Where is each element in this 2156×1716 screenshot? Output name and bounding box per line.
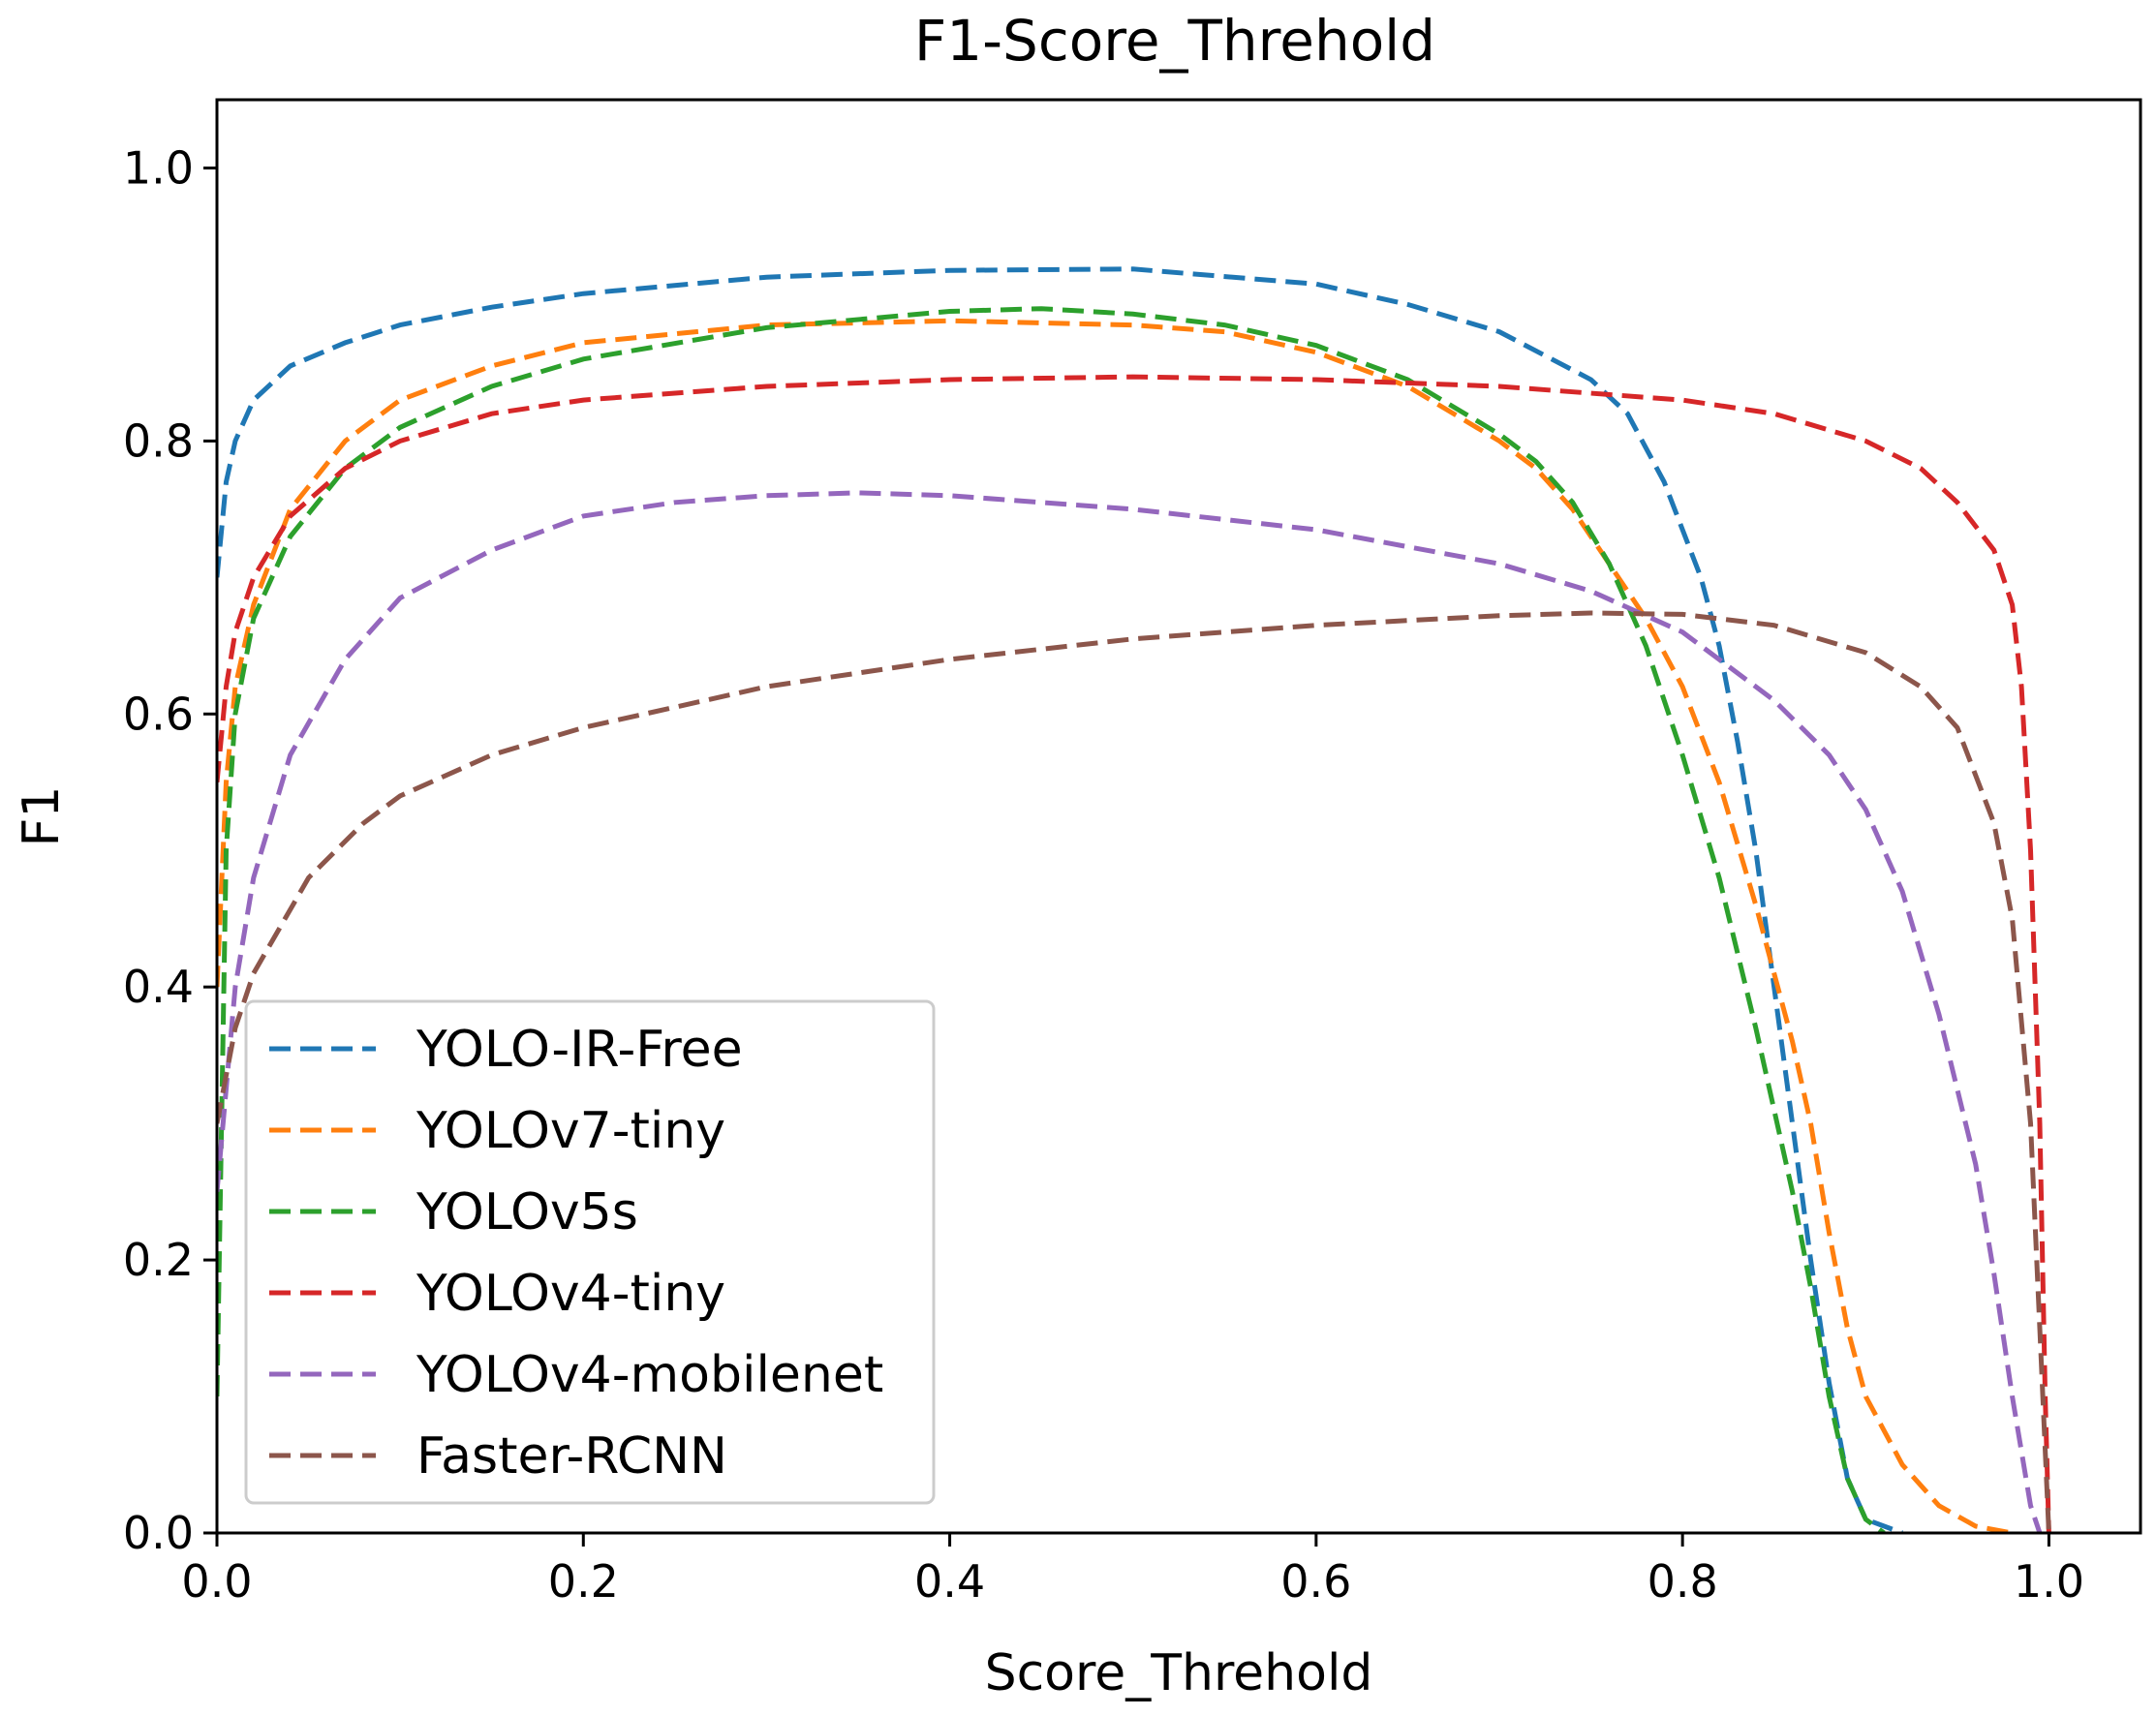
x-axis-label: Score_Threhold [985, 1644, 1373, 1702]
y-axis-ticks: 0.0 0.2 0.4 0.6 0.8 1.0 [123, 141, 217, 1559]
chart-title: F1-Score_Threhold [914, 8, 1435, 74]
series-line-yolov5s [217, 306, 1886, 1533]
y-tick-label: 0.6 [123, 688, 194, 740]
plot-frame [215, 98, 2142, 1535]
legend-label: YOLOv4-tiny [416, 1265, 725, 1323]
series-layer [217, 266, 2051, 1533]
legend-label: YOLO-IR-Free [416, 1021, 743, 1079]
series-line-yolov4-tiny [217, 374, 2051, 1533]
legend-label: YOLOv5s [416, 1183, 638, 1241]
y-tick-label: 0.8 [123, 414, 194, 467]
series-line-yolov7-tiny [217, 318, 2014, 1533]
x-tick-label: 1.0 [2014, 1555, 2084, 1608]
x-tick-label: 0.2 [548, 1555, 619, 1608]
x-tick-label: 0.6 [1280, 1555, 1351, 1608]
x-tick-label: 0.0 [181, 1555, 252, 1608]
x-tick-label: 0.8 [1648, 1555, 1718, 1608]
legend-items: YOLO-IR-Free YOLOv7-tiny YOLOv5s YOLOv4-tin… [269, 1021, 883, 1486]
x-axis-ticks: 0.0 0.2 0.4 0.6 0.8 1.0 [181, 1533, 2084, 1608]
plot-area [215, 98, 2142, 1535]
y-tick-label: 0.2 [123, 1234, 194, 1286]
legend-label: YOLOv4-mobilenet [416, 1346, 883, 1404]
y-axis-label: F1 [13, 786, 71, 847]
legend: YOLO-IR-Free YOLOv7-tiny YOLOv5s YOLOv4-tin… [244, 999, 936, 1505]
series-line-faster-rcnn [217, 610, 2051, 1533]
y-tick-label: 1.0 [123, 141, 194, 194]
y-tick-label: 0.4 [123, 961, 194, 1013]
y-tick-label: 0.0 [123, 1507, 194, 1559]
legend-label: Faster-RCNN [416, 1427, 727, 1486]
legend-box [244, 999, 936, 1505]
legend-label: YOLOv7-tiny [416, 1102, 725, 1160]
x-tick-label: 0.4 [914, 1555, 985, 1608]
series-line-yolo-ir-free [217, 266, 1903, 1533]
